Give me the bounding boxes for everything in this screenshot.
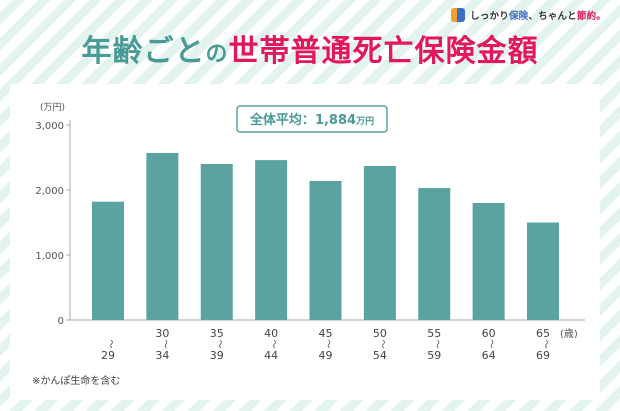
y-axis-unit-label: (万円): [40, 102, 65, 113]
average-callout: 全体平均：1,884万円: [236, 105, 388, 133]
x-tick-label-end: 69: [536, 349, 550, 362]
average-value: 1,884: [315, 113, 356, 128]
x-tick-label-separator: 〜: [377, 339, 387, 348]
brand-text-3: 、ちゃんと: [528, 11, 577, 22]
footnote: ※かんぽ生命を含む: [32, 374, 120, 387]
bar: [255, 160, 288, 320]
y-tick-label: 2,000: [35, 186, 64, 197]
average-unit: 万円: [355, 116, 374, 127]
x-tick-label-separator: 〜: [540, 339, 550, 348]
title-part-2: の: [205, 42, 229, 67]
bar: [418, 188, 451, 320]
bar: [527, 222, 559, 320]
average-prefix: 全体平均：: [249, 112, 315, 128]
x-tick-label-start: 65: [536, 327, 550, 340]
title-part-3: 世帯普通死亡保険金額: [228, 34, 539, 69]
x-tick-label-separator: 〜: [486, 339, 496, 348]
bar: [309, 180, 342, 320]
x-tick-label-separator: 〜: [159, 339, 169, 348]
x-tick-label-separator: 〜: [105, 339, 115, 348]
x-tick-label-separator: 〜: [214, 339, 224, 348]
page-title: 年齢ごとの世帯普通死亡保険金額: [0, 26, 620, 70]
bar: [146, 152, 179, 320]
y-tick-label: 3,000: [35, 121, 64, 132]
brand-logo: しっかり保険、ちゃんと節約。: [451, 8, 606, 22]
x-tick-label-start: 60: [482, 327, 496, 340]
brand-text-1: しっかり: [470, 11, 509, 22]
brand-logo-icon: [451, 8, 466, 22]
x-tick-label-start: 50: [373, 327, 387, 340]
x-tick-label-start: 30: [155, 327, 169, 340]
x-tick-label-end: 34: [155, 349, 169, 362]
x-tick-label-start: 40: [264, 327, 278, 340]
x-tick-label-end: 59: [427, 349, 441, 362]
brand-text-2: 保険: [508, 11, 529, 22]
bar: [92, 201, 124, 320]
bar: [200, 164, 233, 320]
brand-text: しっかり保険、ちゃんと節約。: [470, 8, 606, 22]
y-tick-label: 1,000: [35, 251, 64, 262]
title-part-1: 年齢ごと: [81, 34, 206, 69]
x-tick-label-end: 64: [482, 349, 496, 362]
x-tick-label-start: 35: [210, 327, 224, 340]
brand-text-4: 節約。: [576, 11, 606, 22]
x-tick-label-end: 39: [210, 349, 224, 362]
x-tick-label-end: 44: [264, 349, 278, 362]
x-tick-label-start: 55: [427, 327, 441, 340]
x-tick-label-separator: 〜: [323, 339, 333, 348]
x-tick-label-end: 49: [319, 349, 333, 362]
x-axis-unit-label: (歳): [560, 328, 578, 340]
x-tick-label-separator: 〜: [268, 339, 278, 348]
bar: [363, 165, 396, 320]
x-tick-label-start: 45: [319, 327, 333, 340]
x-tick-label-end: 54: [373, 349, 387, 362]
bar: [472, 203, 505, 320]
x-tick-label-end: 29: [101, 349, 115, 362]
svg-text:全体平均：1,884万円: 全体平均：1,884万円: [249, 112, 374, 128]
y-tick-label: 0: [58, 316, 64, 327]
x-tick-label-separator: 〜: [431, 339, 441, 348]
